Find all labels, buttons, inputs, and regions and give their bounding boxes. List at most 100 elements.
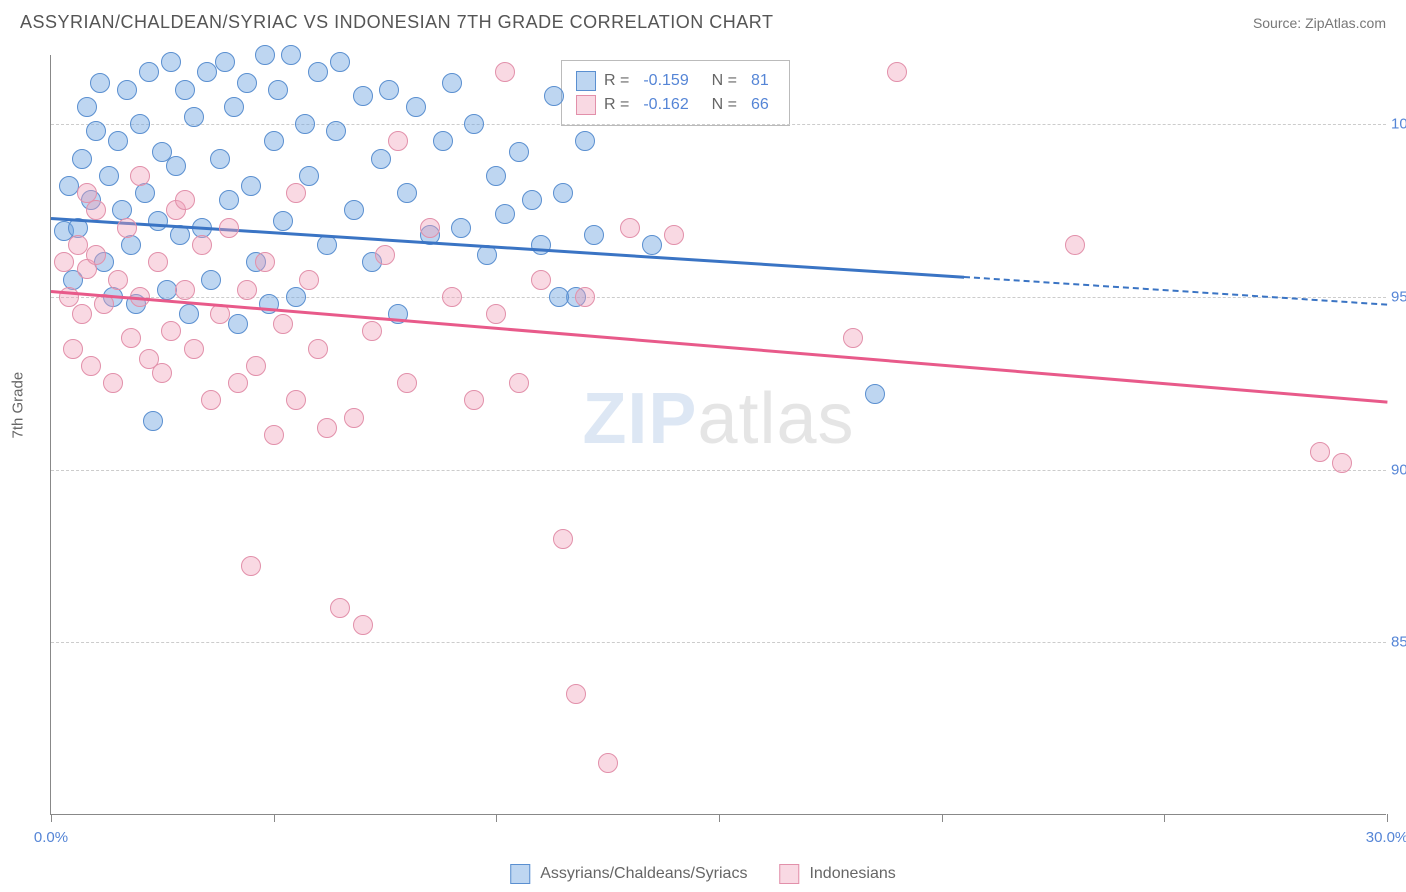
data-point bbox=[117, 80, 137, 100]
data-point bbox=[143, 411, 163, 431]
data-point bbox=[353, 86, 373, 106]
data-point bbox=[442, 73, 462, 93]
data-point bbox=[148, 252, 168, 272]
data-point bbox=[281, 45, 301, 65]
data-point bbox=[433, 131, 453, 151]
data-point bbox=[330, 52, 350, 72]
data-point bbox=[509, 142, 529, 162]
data-point bbox=[477, 245, 497, 265]
legend-n-label: N = bbox=[703, 72, 737, 90]
legend-label: Indonesians bbox=[809, 865, 895, 883]
legend-row: R = -0.159 N = 81 bbox=[576, 69, 775, 93]
data-point bbox=[237, 280, 257, 300]
data-point bbox=[375, 245, 395, 265]
data-point bbox=[121, 235, 141, 255]
x-tick bbox=[1164, 814, 1165, 822]
data-point bbox=[642, 235, 662, 255]
data-point bbox=[215, 52, 235, 72]
legend-n-value: 66 bbox=[751, 96, 769, 114]
gridline bbox=[51, 642, 1386, 643]
legend-row: R = -0.162 N = 66 bbox=[576, 93, 775, 117]
x-tick bbox=[942, 814, 943, 822]
data-point bbox=[344, 408, 364, 428]
data-point bbox=[63, 339, 83, 359]
data-point bbox=[451, 218, 471, 238]
data-point bbox=[495, 62, 515, 82]
data-point bbox=[865, 384, 885, 404]
data-point bbox=[1310, 442, 1330, 462]
data-point bbox=[90, 73, 110, 93]
data-point bbox=[295, 114, 315, 134]
data-point bbox=[152, 363, 172, 383]
data-point bbox=[108, 270, 128, 290]
data-point bbox=[86, 121, 106, 141]
x-tick-label: 30.0% bbox=[1366, 829, 1406, 846]
data-point bbox=[566, 684, 586, 704]
data-point bbox=[353, 615, 373, 635]
data-point bbox=[843, 328, 863, 348]
source-label: Source: ZipAtlas.com bbox=[1253, 15, 1386, 31]
x-tick bbox=[496, 814, 497, 822]
data-point bbox=[201, 270, 221, 290]
data-point bbox=[362, 321, 382, 341]
data-point bbox=[175, 190, 195, 210]
gridline bbox=[51, 124, 1386, 125]
data-point bbox=[326, 121, 346, 141]
legend-r-label: R = bbox=[604, 96, 629, 114]
data-point bbox=[575, 287, 595, 307]
data-point bbox=[237, 73, 257, 93]
data-point bbox=[406, 97, 426, 117]
legend-r-label: R = bbox=[604, 72, 629, 90]
data-point bbox=[286, 390, 306, 410]
data-point bbox=[139, 62, 159, 82]
chart-plot-area: ZIPatlas R = -0.159 N = 81R = -0.162 N =… bbox=[50, 55, 1386, 815]
data-point bbox=[531, 235, 551, 255]
data-point bbox=[166, 156, 186, 176]
data-point bbox=[317, 418, 337, 438]
data-point bbox=[584, 225, 604, 245]
legend-r-value: -0.162 bbox=[643, 96, 688, 114]
data-point bbox=[108, 131, 128, 151]
data-point bbox=[241, 556, 261, 576]
data-point bbox=[264, 131, 284, 151]
data-point bbox=[273, 314, 293, 334]
data-point bbox=[81, 356, 101, 376]
correlation-legend: R = -0.159 N = 81R = -0.162 N = 66 bbox=[561, 60, 790, 126]
data-point bbox=[344, 200, 364, 220]
data-point bbox=[59, 287, 79, 307]
data-point bbox=[397, 373, 417, 393]
data-point bbox=[388, 131, 408, 151]
data-point bbox=[549, 287, 569, 307]
data-point bbox=[121, 328, 141, 348]
data-point bbox=[161, 52, 181, 72]
data-point bbox=[308, 339, 328, 359]
data-point bbox=[103, 373, 123, 393]
legend-label: Assyrians/Chaldeans/Syriacs bbox=[540, 865, 747, 883]
data-point bbox=[224, 97, 244, 117]
data-point bbox=[317, 235, 337, 255]
legend-item: Indonesians bbox=[779, 864, 895, 884]
data-point bbox=[77, 97, 97, 117]
data-point bbox=[495, 204, 515, 224]
data-point bbox=[197, 62, 217, 82]
data-point bbox=[420, 218, 440, 238]
legend-n-label: N = bbox=[703, 96, 737, 114]
data-point bbox=[184, 107, 204, 127]
data-point bbox=[1065, 235, 1085, 255]
y-tick-label: 90.0% bbox=[1391, 461, 1406, 478]
data-point bbox=[117, 218, 137, 238]
data-point bbox=[286, 287, 306, 307]
x-tick bbox=[1387, 814, 1388, 822]
data-point bbox=[228, 314, 248, 334]
data-point bbox=[99, 166, 119, 186]
data-point bbox=[509, 373, 529, 393]
data-point bbox=[241, 176, 261, 196]
data-point bbox=[246, 356, 266, 376]
data-point bbox=[179, 304, 199, 324]
data-point bbox=[598, 753, 618, 773]
data-point bbox=[299, 166, 319, 186]
data-point bbox=[544, 86, 564, 106]
data-point bbox=[255, 45, 275, 65]
y-tick-label: 100.0% bbox=[1391, 116, 1406, 133]
data-point bbox=[371, 149, 391, 169]
